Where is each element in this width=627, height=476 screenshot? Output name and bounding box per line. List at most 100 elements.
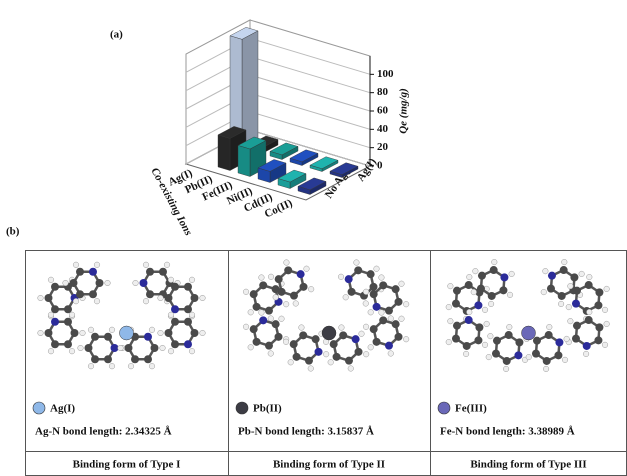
hydrogen <box>38 295 44 301</box>
atom <box>290 292 298 300</box>
atom <box>345 357 353 365</box>
ion-label: Ag(I) <box>50 403 75 415</box>
grid-line <box>250 93 370 129</box>
atom <box>499 286 507 294</box>
atom <box>395 298 403 306</box>
grid-line <box>250 75 370 111</box>
atom <box>572 335 580 343</box>
hydrogen <box>189 348 195 354</box>
atom <box>45 329 53 337</box>
atom <box>505 331 513 339</box>
atom <box>89 290 97 298</box>
hydrogen <box>94 298 100 304</box>
hydrogen <box>566 304 572 310</box>
panel-label: (a) <box>110 29 123 41</box>
atom <box>253 303 261 311</box>
hydrogen <box>80 330 86 336</box>
metal-atom <box>120 326 134 340</box>
atom <box>352 335 360 343</box>
hydrogen <box>583 351 589 357</box>
atom <box>165 294 173 302</box>
atom <box>573 322 581 330</box>
atom <box>191 329 199 337</box>
atom <box>278 288 286 296</box>
atom <box>465 281 473 289</box>
hydrogen <box>403 336 409 342</box>
ion-marker <box>33 402 45 414</box>
atom <box>184 283 192 291</box>
atom <box>554 351 562 359</box>
hydrogen <box>69 348 75 354</box>
hydrogen <box>73 298 79 304</box>
hydrogen <box>507 324 513 330</box>
atom <box>312 335 320 343</box>
atom <box>379 316 387 324</box>
hydrogen <box>248 309 254 315</box>
atom <box>532 350 540 358</box>
atom <box>91 333 99 341</box>
hydrogen <box>200 295 206 301</box>
atom <box>594 301 602 309</box>
hydrogen <box>338 274 344 280</box>
atom <box>275 275 283 283</box>
atom <box>339 331 347 339</box>
hydrogen <box>448 318 454 324</box>
hydrogen <box>339 325 345 331</box>
metal-atom <box>522 326 536 340</box>
atom <box>144 355 152 363</box>
hydrogen <box>368 309 374 315</box>
hydrogen <box>467 274 473 280</box>
z-tick-label: 0 <box>377 160 383 172</box>
atom <box>392 320 400 328</box>
atom <box>315 348 323 356</box>
hydrogen <box>189 277 195 283</box>
atom <box>474 301 482 309</box>
atom <box>45 294 53 302</box>
atom <box>284 266 292 274</box>
hydrogen <box>388 316 394 322</box>
atom <box>297 270 305 278</box>
atom <box>379 281 387 289</box>
hydrogen <box>503 366 509 372</box>
hydrogen <box>484 321 490 327</box>
hydrogen <box>69 312 75 318</box>
atom <box>583 342 591 350</box>
atom <box>146 268 154 276</box>
atom <box>151 344 159 352</box>
atom <box>474 336 482 344</box>
hydrogen <box>304 266 310 272</box>
hydrogen <box>399 316 405 322</box>
hydrogen <box>73 262 79 268</box>
hydrogen <box>363 301 369 307</box>
hydrogen <box>543 268 549 274</box>
atom <box>453 322 461 330</box>
z-tick-label: 60 <box>377 105 389 117</box>
figure: (a) (b) 020406080100Qe (mg/g)Ag(I)Pb(II)… <box>0 0 627 476</box>
hydrogen <box>158 330 164 336</box>
atom <box>85 344 93 352</box>
atom <box>184 340 192 348</box>
hydrogen <box>446 304 452 310</box>
hydrogen <box>105 280 111 286</box>
atom <box>392 285 400 293</box>
atom <box>514 351 522 359</box>
hydrogen <box>118 345 124 351</box>
bond-length: Ag-N bond length: 2.34325 Å <box>35 426 172 438</box>
hydrogen <box>507 292 513 298</box>
hydrogen <box>38 330 44 336</box>
hydrogen <box>128 363 134 369</box>
hydrogen <box>399 281 405 287</box>
atom <box>171 318 179 326</box>
hydrogen <box>189 312 195 318</box>
atom <box>354 266 362 274</box>
atom <box>104 355 112 363</box>
z-tick-label: 80 <box>377 86 389 98</box>
hydrogen <box>243 289 249 295</box>
atom <box>253 338 261 346</box>
atom <box>300 283 308 291</box>
atom <box>76 290 84 298</box>
ion-label: Pb(II) <box>253 403 282 415</box>
hydrogen <box>48 312 54 318</box>
atom <box>250 290 258 298</box>
hydrogen <box>363 289 369 295</box>
